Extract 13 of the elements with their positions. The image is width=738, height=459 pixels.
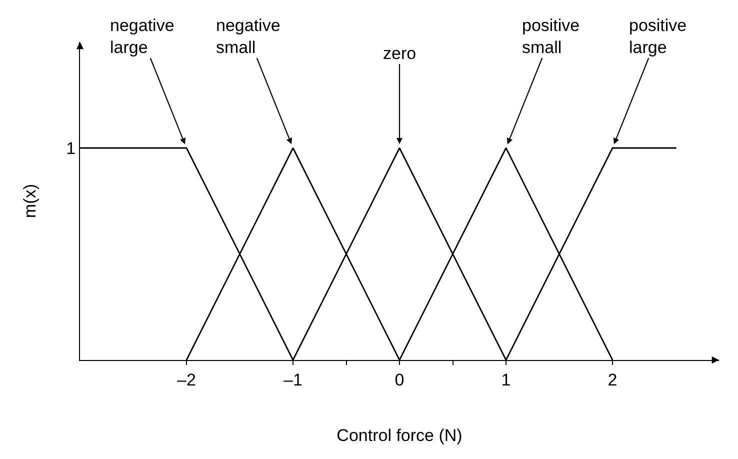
x-tick-label: 2 [608, 370, 618, 390]
series-name-label: zero [383, 44, 416, 63]
x-tick-label: –2 [177, 370, 196, 390]
series-name-label: negative large [110, 16, 174, 58]
x-axis-title: Control force (N) [336, 426, 462, 445]
series-name-label: positive small [522, 16, 580, 58]
series-name-label: positive large [629, 16, 687, 58]
text: 1 [66, 138, 76, 158]
y-axis-title: m(x) [20, 184, 40, 218]
x-tick-label: 1 [501, 370, 511, 390]
x-tick-label: 0 [394, 370, 404, 390]
series-name-label: negative small [216, 16, 280, 58]
x-tick-label: –1 [284, 370, 302, 390]
